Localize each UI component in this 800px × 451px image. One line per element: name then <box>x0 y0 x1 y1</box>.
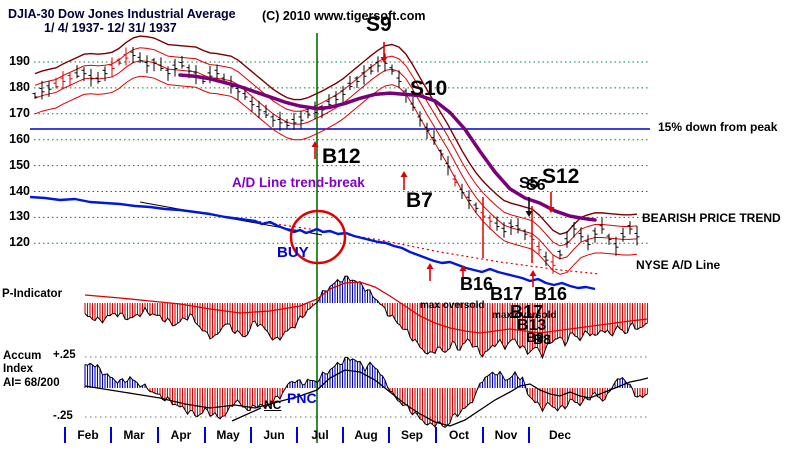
annotation-s12: S12 <box>542 165 580 188</box>
y-axis-tick-190: 190 <box>9 54 30 68</box>
annotation-nc: NC <box>264 398 282 412</box>
annotation-s5: S5 <box>519 175 539 192</box>
month-label-nov: Nov <box>494 428 518 442</box>
annotation-b13: B13 <box>517 317 547 334</box>
annotation-pct-down-label: 15% down from peak <box>658 120 778 134</box>
accum-ai-label: AI= 68/200 <box>3 377 60 389</box>
annotation-b9: B9 <box>526 329 544 345</box>
minus-025-label: -.25 <box>53 410 73 422</box>
annotation-buy: BUY <box>277 244 309 261</box>
annotation-max-oversold-2: max oversold <box>492 310 557 321</box>
month-label-mar: Mar <box>123 428 145 442</box>
month-label-aug: Aug <box>354 428 378 442</box>
annotation-b12: B12 <box>322 145 361 168</box>
annotation-s9: S9 <box>366 13 392 36</box>
y-axis-tick-150: 150 <box>9 157 30 172</box>
chart-date-range: 1/ 4/ 1937- 12/ 31/ 1937 <box>44 21 177 35</box>
month-label-may: May <box>216 428 240 442</box>
month-label-apr: Apr <box>170 428 192 442</box>
annotation-bearish-trend-label: BEARISH PRICE TREND <box>642 211 781 225</box>
month-label-dec: Dec <box>548 428 571 442</box>
y-axis-tick-170: 170 <box>9 105 30 120</box>
annotation-b8: B8 <box>533 331 551 347</box>
copyright-label: (C) 2010 www.tigersoft.com <box>262 9 426 23</box>
month-label-feb: Feb <box>77 428 99 442</box>
y-axis-tick-130: 130 <box>9 209 30 224</box>
plus-025-label: +.25 <box>53 349 76 361</box>
y-axis-tick-140: 140 <box>9 183 30 198</box>
annotation-b16-b: B16 <box>534 284 568 304</box>
month-label-sep: Sep <box>400 428 423 442</box>
annotation-ad-trend-break: A/D Line trend-break <box>232 175 365 190</box>
month-label-jul: Jul <box>311 428 329 442</box>
annotation-pnc: PNC <box>287 390 317 406</box>
annotation-s10: S10 <box>410 77 448 100</box>
annotation-b17-b: B17 <box>510 302 544 322</box>
accum-label-2: Index <box>3 363 34 375</box>
month-label-jun: Jun <box>263 428 285 442</box>
annotation-b17-a: B17 <box>490 284 524 304</box>
annotation-s6: S6 <box>526 177 546 194</box>
annotation-b7: B7 <box>406 189 433 212</box>
annotation-nyse-ad-label: NYSE A/D Line <box>636 258 721 272</box>
chart-title: DJIA-30 Dow Jones Industrial Average <box>8 7 236 21</box>
accum-label-1: Accum <box>3 350 42 362</box>
month-label-oct: Oct <box>448 428 469 442</box>
annotation-max-oversold-1: max oversold <box>420 300 485 311</box>
p-indicator-label: P-Indicator <box>2 288 63 300</box>
y-axis-tick-160: 160 <box>9 131 30 146</box>
y-axis-tick-180: 180 <box>9 79 30 94</box>
y-axis-tick-120: 120 <box>9 235 30 250</box>
annotation-b16-a: B16 <box>460 274 494 294</box>
